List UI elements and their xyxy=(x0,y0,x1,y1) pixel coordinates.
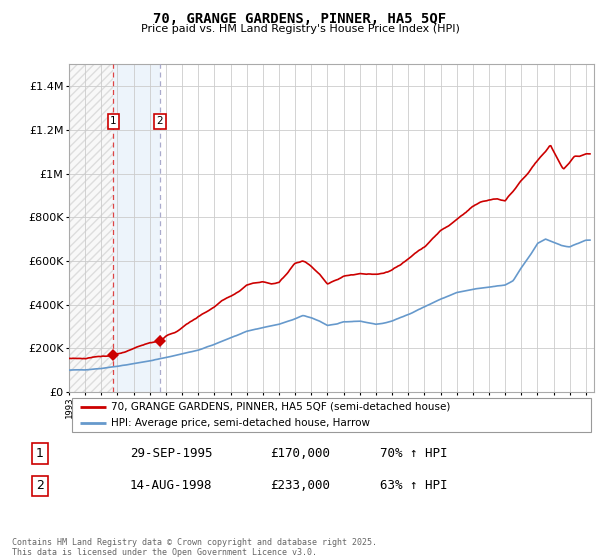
Text: 1: 1 xyxy=(36,447,44,460)
FancyBboxPatch shape xyxy=(71,398,592,432)
Text: 70, GRANGE GARDENS, PINNER, HA5 5QF: 70, GRANGE GARDENS, PINNER, HA5 5QF xyxy=(154,12,446,26)
Text: 70, GRANGE GARDENS, PINNER, HA5 5QF (semi-detached house): 70, GRANGE GARDENS, PINNER, HA5 5QF (sem… xyxy=(111,402,451,412)
Text: 1: 1 xyxy=(110,116,117,126)
Text: 70% ↑ HPI: 70% ↑ HPI xyxy=(380,447,448,460)
Bar xyxy=(69,64,113,392)
Bar xyxy=(113,64,160,392)
Text: Price paid vs. HM Land Registry's House Price Index (HPI): Price paid vs. HM Land Registry's House … xyxy=(140,24,460,34)
Text: £170,000: £170,000 xyxy=(270,447,330,460)
Text: Contains HM Land Registry data © Crown copyright and database right 2025.
This d: Contains HM Land Registry data © Crown c… xyxy=(12,538,377,557)
Text: HPI: Average price, semi-detached house, Harrow: HPI: Average price, semi-detached house,… xyxy=(111,418,370,428)
Text: £233,000: £233,000 xyxy=(270,479,330,492)
Text: 63% ↑ HPI: 63% ↑ HPI xyxy=(380,479,448,492)
Text: 29-SEP-1995: 29-SEP-1995 xyxy=(130,447,212,460)
Text: 2: 2 xyxy=(157,116,163,126)
Text: 14-AUG-1998: 14-AUG-1998 xyxy=(130,479,212,492)
Text: 2: 2 xyxy=(36,479,44,492)
